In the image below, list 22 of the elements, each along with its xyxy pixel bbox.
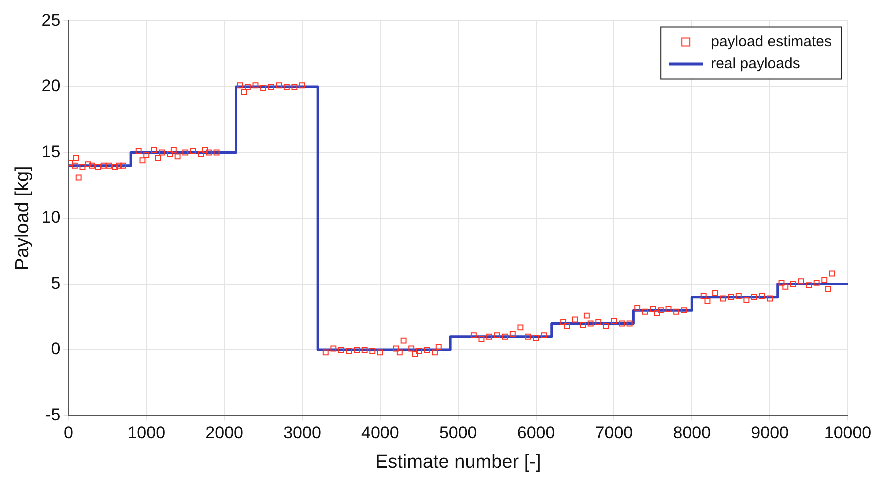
x-tick-label: 5000 xyxy=(439,424,478,443)
x-tick-label: 8000 xyxy=(673,424,712,443)
y-axis-title: Payload [kg] xyxy=(12,166,34,271)
x-axis-title: Estimate number [-] xyxy=(375,452,542,473)
y-tick-label: 5 xyxy=(51,274,61,293)
x-tick-label: 10000 xyxy=(824,424,872,443)
y-tick-label: 15 xyxy=(42,142,61,162)
y-tick-label: 10 xyxy=(42,208,61,228)
y-tick-label: 20 xyxy=(42,76,61,96)
legend-label: real payloads xyxy=(711,55,800,72)
y-tick-label: 25 xyxy=(42,10,61,30)
y-tick-label: 0 xyxy=(51,340,61,359)
x-tick-label: 4000 xyxy=(362,424,400,443)
legend-label: payload estimates xyxy=(711,33,832,50)
x-tick-label: 2000 xyxy=(206,424,244,443)
x-tick-label: 9000 xyxy=(751,424,789,443)
x-tick-label: 7000 xyxy=(595,424,634,443)
y-tick-label: -5 xyxy=(46,405,61,424)
x-tick-label: 6000 xyxy=(517,424,556,443)
x-tick-label: 3000 xyxy=(284,424,322,443)
x-tick-label: 1000 xyxy=(128,424,166,443)
x-tick-label: 0 xyxy=(64,424,74,443)
